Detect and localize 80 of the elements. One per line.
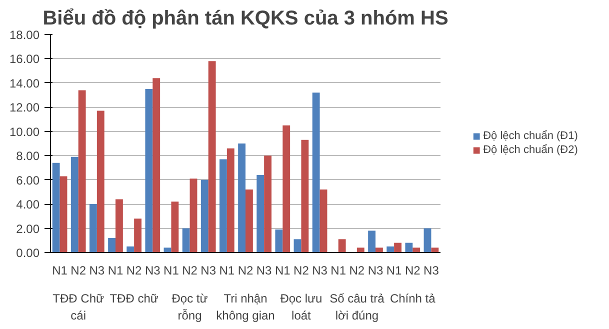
chart-title: Biểu đồ độ phân tán KQKS của 3 nhóm HS (42, 8, 448, 30)
x-tick-label: N3 (424, 264, 440, 278)
x-tick-label: N3 (256, 264, 272, 278)
y-tick-label: 10.00 (9, 124, 40, 139)
bar (301, 140, 309, 252)
bar (386, 246, 394, 252)
bar (200, 180, 208, 252)
bar (282, 125, 290, 252)
x-tick-label: N1 (219, 264, 235, 278)
x-tick-label: N1 (330, 264, 346, 278)
bar (275, 229, 283, 252)
bar (338, 239, 346, 252)
bar (264, 156, 272, 252)
y-tick-label: 8.00 (16, 149, 40, 164)
y-tick-label: 14.00 (9, 76, 40, 90)
y-tick-label: 12.00 (9, 100, 40, 115)
x-tick-label: N3 (89, 264, 105, 278)
x-tick-label: N2 (182, 264, 198, 278)
bar (368, 230, 376, 252)
x-tick-label: N1 (274, 264, 291, 278)
bar (356, 248, 364, 252)
bar (412, 248, 420, 252)
text: Đọc lưu loát (280, 292, 322, 322)
bar (376, 248, 383, 252)
legend-label: Độ lệch chuẩn (Đ1) (483, 130, 578, 142)
x-tick-label: N1 (52, 264, 68, 278)
x-tick-label: N1 (108, 264, 124, 278)
legend-label: Độ lệch chuẩn (Đ2) (483, 144, 578, 156)
text: Chính tả (390, 292, 436, 306)
text: Đọc từ rỗng (172, 292, 208, 322)
x-tick-label: N2 (238, 264, 254, 278)
y-tick-label: 6.00 (16, 173, 40, 188)
bar (108, 238, 116, 252)
bar (190, 178, 198, 252)
bar (171, 202, 179, 252)
bar (405, 242, 413, 252)
x-tick-label: N2 (126, 264, 142, 278)
bar (208, 61, 216, 252)
bar (424, 228, 432, 252)
bar (182, 228, 190, 252)
bar (145, 89, 153, 252)
x-tick-label: N2 (404, 264, 421, 278)
x-tick-label: N1 (386, 264, 402, 278)
bar (152, 78, 160, 252)
bar (126, 246, 134, 252)
bar (431, 248, 439, 252)
y-tick-label: 18.00 (9, 28, 40, 42)
y-tick-label: 0.00 (16, 246, 40, 260)
x-tick-label: N3 (312, 264, 328, 278)
bar (394, 242, 402, 252)
bar (256, 174, 264, 252)
bar (52, 162, 60, 252)
bar (116, 199, 123, 252)
bar (294, 239, 302, 252)
bar (246, 190, 253, 252)
y-tick-label: 2.00 (16, 222, 40, 236)
x-tick-label: N1 (164, 264, 180, 278)
bar (78, 90, 86, 252)
text: TĐĐ Chữ cái (52, 292, 104, 322)
x-tick-label: N3 (144, 264, 161, 278)
bar (60, 176, 68, 252)
bar (96, 110, 104, 252)
bar (220, 159, 227, 252)
text: TĐĐ chữ (110, 292, 158, 306)
x-tick-label: N2 (294, 264, 310, 278)
bar (320, 190, 328, 252)
x-tick-label: N3 (368, 264, 384, 278)
bar (226, 148, 234, 252)
bar (90, 204, 97, 252)
bar (238, 144, 246, 252)
bar (70, 156, 78, 252)
text: Tri nhận không gian (216, 292, 275, 322)
y-tick-label: 16.00 (9, 52, 40, 66)
y-tick-label: 4.00 (16, 198, 40, 212)
text: Số câu trả lời đúng (330, 292, 385, 322)
x-tick-label: N2 (349, 264, 365, 278)
bar (312, 92, 320, 252)
x-tick-label: N2 (70, 264, 86, 278)
bar (134, 218, 142, 252)
x-tick-label: N3 (200, 264, 216, 278)
